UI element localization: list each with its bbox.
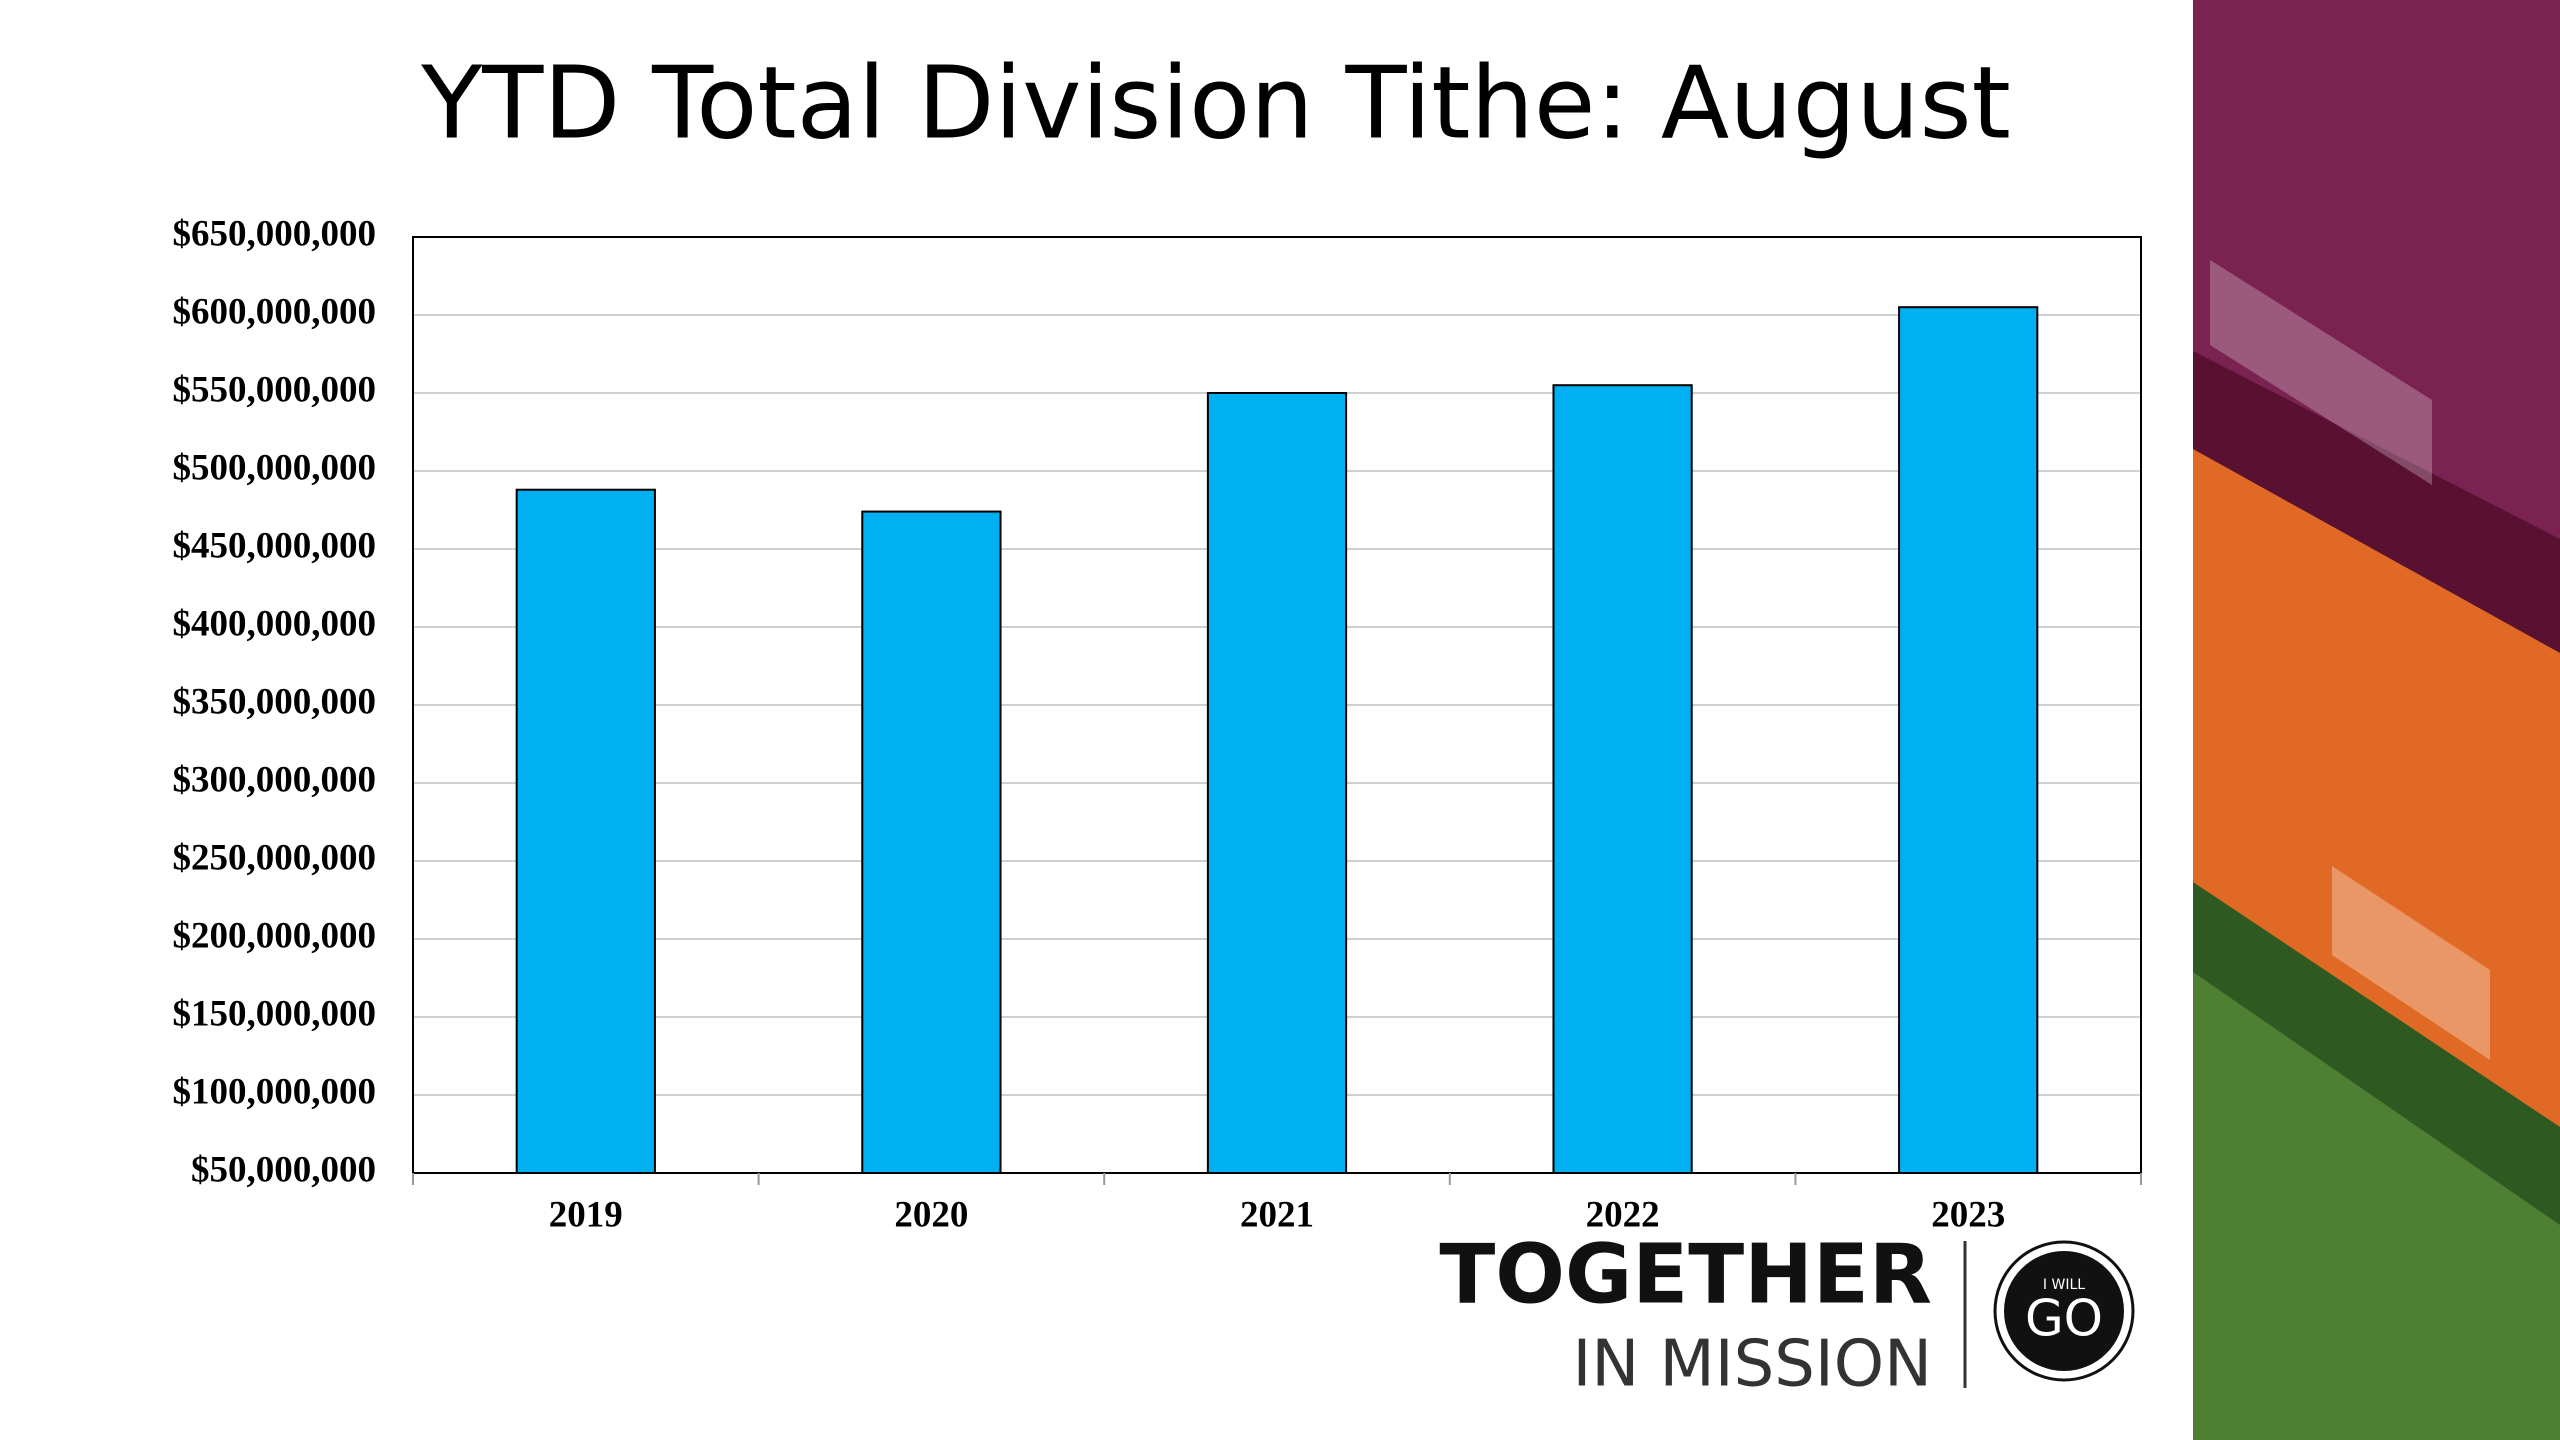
bar (1552, 384, 1693, 1174)
y-tick-label: $50,000,000 (191, 1149, 376, 1190)
y-tick-label: $350,000,000 (173, 681, 377, 722)
y-tick-label: $150,000,000 (173, 993, 377, 1034)
bar (861, 510, 1002, 1174)
badge (2004, 1251, 2124, 1371)
y-tick-label: $600,000,000 (173, 291, 377, 332)
y-tick-label: $450,000,000 (173, 525, 377, 566)
y-tick-label: $250,000,000 (173, 837, 377, 878)
bar (515, 488, 656, 1175)
chart-title: YTD Total Division Tithe: August (420, 44, 2011, 161)
y-tick-label: $200,000,000 (173, 915, 377, 956)
bar (1206, 392, 1348, 1174)
y-tick-label: $650,000,000 (173, 213, 377, 254)
side-panel (2193, 0, 2560, 1440)
y-tick-label: $400,000,000 (173, 603, 377, 644)
logo-line2: IN MISSION (1572, 1328, 1932, 1402)
logo: TOGETHER IN MISSION I WILL GO (1439, 1227, 2135, 1402)
x-tick-label: 2023 (1931, 1194, 2005, 1235)
panel-green (2193, 972, 2560, 1440)
y-tick-label: $300,000,000 (173, 759, 377, 800)
y-tick-label: $100,000,000 (173, 1071, 377, 1112)
x-tick-label: 2021 (1240, 1194, 1314, 1235)
badge-top: I WILL (2043, 1277, 2085, 1293)
x-tick-label: 2019 (549, 1194, 623, 1235)
logo-line1: TOGETHER (1439, 1227, 1932, 1322)
x-tick-label: 2022 (1586, 1194, 1660, 1235)
badge-main: GO (2025, 1290, 2103, 1348)
y-tick-label: $500,000,000 (173, 447, 377, 488)
panel-highlight (2210, 260, 2432, 485)
y-tick-label: $550,000,000 (173, 369, 377, 410)
x-tick-label: 2020 (894, 1194, 968, 1235)
panel-highlight (2332, 866, 2490, 1060)
bar (1898, 306, 2039, 1174)
